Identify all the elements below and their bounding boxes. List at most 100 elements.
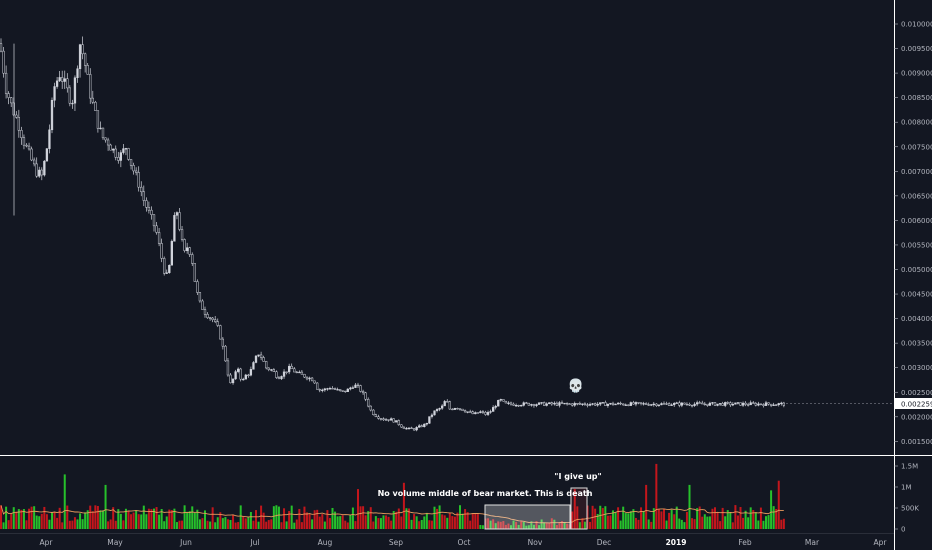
volume-bar[interactable] — [581, 518, 584, 529]
candle[interactable] — [114, 145, 117, 161]
candle[interactable] — [407, 427, 411, 430]
candle[interactable] — [254, 354, 258, 364]
volume-bar[interactable] — [328, 518, 331, 529]
volume-bar[interactable] — [663, 508, 665, 529]
candle[interactable] — [423, 423, 426, 428]
volume-bar[interactable] — [438, 505, 441, 529]
candle[interactable] — [581, 403, 584, 406]
candle[interactable] — [224, 345, 227, 362]
volume-bar[interactable] — [362, 506, 365, 529]
candle[interactable] — [147, 201, 151, 214]
volume-bar[interactable] — [594, 508, 597, 529]
candle[interactable] — [683, 402, 686, 405]
candle[interactable] — [180, 226, 184, 242]
candle[interactable] — [520, 404, 523, 407]
candle[interactable] — [328, 386, 332, 390]
volume-bar[interactable] — [487, 518, 490, 529]
volume-bar[interactable] — [550, 518, 553, 529]
candle[interactable] — [244, 373, 247, 380]
candle[interactable] — [660, 402, 663, 406]
candle[interactable] — [627, 404, 630, 407]
volume-bar[interactable] — [249, 512, 252, 529]
candle[interactable] — [734, 402, 737, 405]
candle[interactable] — [650, 404, 653, 407]
volume-bar[interactable] — [168, 509, 171, 529]
candle[interactable] — [293, 366, 296, 373]
candle[interactable] — [282, 369, 286, 379]
candle[interactable] — [298, 370, 301, 374]
candle[interactable] — [752, 400, 755, 404]
candle[interactable] — [645, 402, 648, 406]
candle[interactable] — [369, 405, 372, 412]
volume-bar[interactable] — [140, 514, 143, 529]
volume-bar[interactable] — [543, 522, 546, 529]
volume-bar[interactable] — [298, 508, 301, 529]
volume-bar[interactable] — [706, 516, 709, 529]
candle[interactable] — [193, 263, 196, 282]
candle[interactable] — [560, 400, 564, 404]
volume-bar[interactable] — [553, 519, 556, 529]
candle[interactable] — [616, 402, 620, 405]
volume-bar[interactable] — [351, 507, 354, 529]
volume-bar[interactable] — [520, 521, 523, 529]
volume-bar[interactable] — [94, 505, 97, 529]
candle[interactable] — [300, 370, 304, 375]
candle[interactable] — [395, 420, 398, 423]
volume-bar[interactable] — [423, 516, 426, 529]
candle[interactable] — [463, 409, 467, 413]
volume-bar[interactable] — [300, 522, 303, 529]
candle[interactable] — [331, 386, 334, 390]
candle[interactable] — [313, 380, 316, 384]
candle[interactable] — [576, 403, 579, 406]
candle[interactable] — [259, 351, 263, 361]
volume-bar[interactable] — [724, 516, 727, 529]
candle[interactable] — [596, 402, 599, 407]
candle[interactable] — [749, 400, 752, 406]
volume-bar[interactable] — [277, 506, 280, 529]
volume-bar[interactable] — [265, 521, 268, 529]
volume-bar[interactable] — [545, 522, 548, 529]
candle[interactable] — [527, 402, 531, 406]
candle[interactable] — [609, 402, 612, 405]
candle[interactable] — [132, 162, 135, 175]
candle[interactable] — [420, 424, 423, 428]
candle[interactable] — [262, 355, 265, 362]
volume-bar[interactable] — [191, 506, 194, 529]
volume-bar[interactable] — [744, 510, 747, 529]
volume-bar[interactable] — [112, 507, 115, 529]
volume-bar[interactable] — [548, 523, 551, 529]
candle[interactable] — [119, 150, 122, 168]
volume-bar[interactable] — [489, 520, 492, 529]
candle[interactable] — [173, 212, 176, 242]
volume-bar[interactable] — [178, 520, 181, 529]
volume-bar[interactable] — [589, 521, 592, 529]
price-axis[interactable]: 0.010000 0.009500 0.009000 0.008500 0.008000… — [894, 21, 932, 446]
volume-bar[interactable] — [634, 517, 637, 529]
volume-bar[interactable] — [532, 524, 535, 529]
candle[interactable] — [188, 246, 191, 258]
candle[interactable] — [685, 402, 689, 406]
candle[interactable] — [341, 390, 344, 393]
candle[interactable] — [639, 402, 643, 406]
volume-bar[interactable] — [374, 516, 377, 529]
candle[interactable] — [759, 403, 763, 406]
candle[interactable] — [721, 401, 724, 406]
candle[interactable] — [777, 402, 780, 407]
skull-icon[interactable]: 💀 — [568, 378, 584, 394]
candle[interactable] — [168, 264, 171, 274]
candle[interactable] — [0, 38, 3, 53]
candle[interactable] — [379, 417, 383, 421]
volume-bar[interactable] — [71, 520, 74, 529]
candle[interactable] — [588, 402, 592, 407]
volume-bar[interactable] — [229, 519, 232, 529]
volume-bar[interactable] — [188, 511, 191, 529]
volume-bar[interactable] — [428, 520, 431, 529]
volume-bar[interactable] — [267, 520, 270, 529]
volume-bar[interactable] — [693, 519, 696, 529]
volume-bar[interactable] — [38, 516, 41, 529]
candle[interactable] — [346, 388, 349, 392]
volume-bar[interactable] — [716, 512, 719, 529]
volume-bar[interactable] — [558, 522, 561, 529]
candle[interactable] — [611, 401, 615, 406]
candle[interactable] — [390, 417, 393, 421]
